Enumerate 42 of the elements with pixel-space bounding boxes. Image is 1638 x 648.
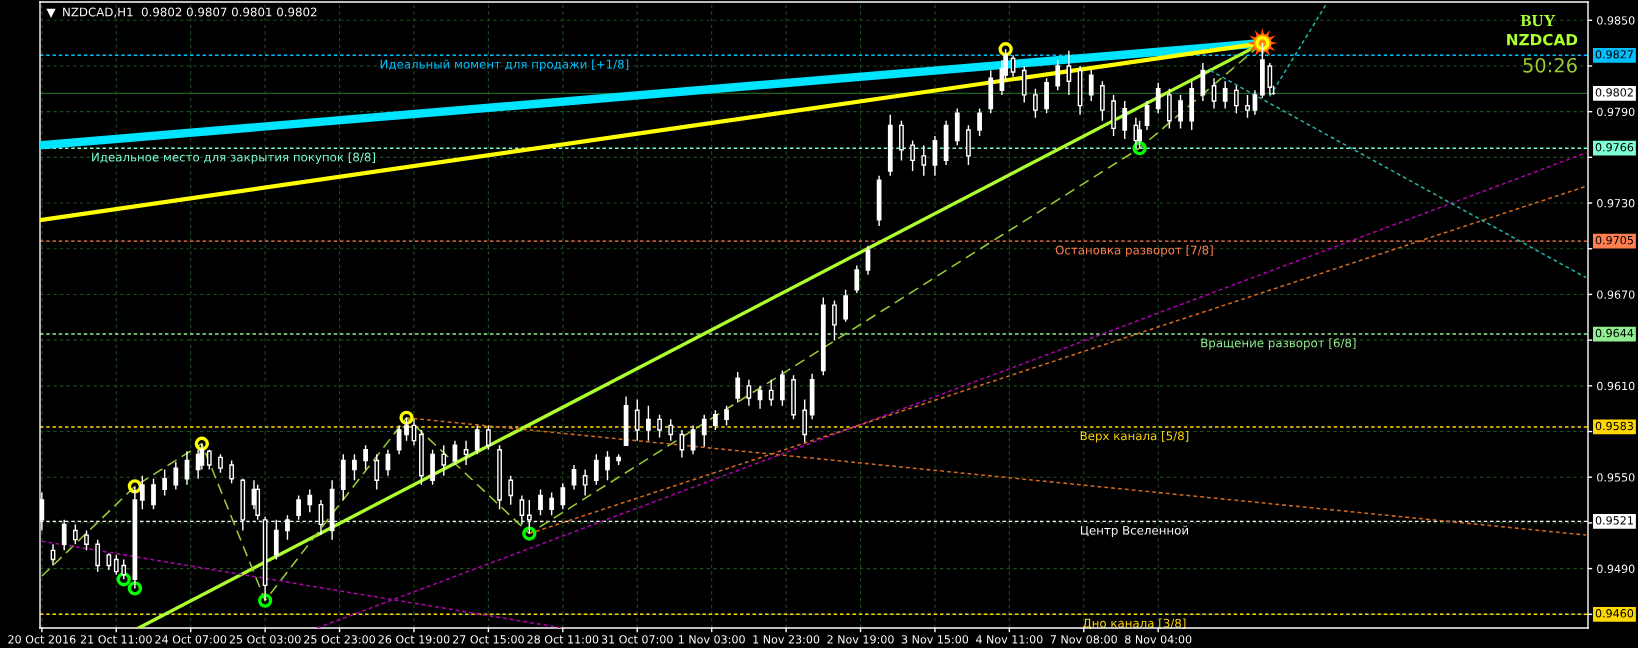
y-tick-label: 0.9550 bbox=[1597, 473, 1635, 482]
x-tick-label: 26 Oct 19:00 bbox=[378, 635, 450, 644]
y-tick-label: 0.9790 bbox=[1597, 107, 1635, 117]
ref-line-label: 0.9802 bbox=[1595, 88, 1633, 97]
ref-line-label: 0.9705 bbox=[1595, 235, 1633, 245]
y-tick-label: 0.9610 bbox=[1597, 381, 1635, 391]
x-tick-label: 3 Nov 15:00 bbox=[901, 635, 969, 644]
annotation: Остановка разворот [7/8] bbox=[1055, 245, 1213, 257]
x-tick-label: 24 Oct 07:00 bbox=[155, 635, 227, 644]
x-tick-label: 8 Nov 04:00 bbox=[1125, 635, 1192, 644]
y-tick-label: 0.9730 bbox=[1597, 199, 1635, 208]
x-tick-label: 20 Oct 2016 bbox=[8, 635, 76, 644]
x-tick-label: 4 Nov 11:00 bbox=[975, 635, 1043, 644]
annotation: BUY bbox=[1520, 15, 1556, 27]
ref-line-label: 0.9644 bbox=[1595, 328, 1634, 338]
x-tick-label: 28 Oct 11:00 bbox=[527, 635, 599, 644]
x-tick-label: 25 Oct 03:00 bbox=[229, 635, 301, 644]
ref-line-label: 0.9460 bbox=[1595, 609, 1634, 618]
annotation: Дно канала [3/8] bbox=[1083, 618, 1186, 630]
annotation: Верх канала [5/8] bbox=[1080, 431, 1189, 443]
y-tick-label: 0.9490 bbox=[1597, 564, 1635, 573]
ref-line-label: 0.9766 bbox=[1595, 143, 1634, 152]
x-tick-label: 2 Nov 19:00 bbox=[827, 635, 894, 644]
annotation: Идеальный момент для продажи [+1/8] bbox=[380, 59, 629, 71]
annotation: Идеальное место для закрытия покупок [8/8] bbox=[92, 152, 375, 164]
chart-title: NZDCAD,H1 0.9802 0.9807 0.9801 0.9802 bbox=[63, 7, 317, 18]
ref-line-label: 0.9827 bbox=[1595, 50, 1633, 59]
ref-line-label: 0.9583 bbox=[1595, 421, 1633, 431]
x-tick-label: 27 Oct 15:00 bbox=[453, 635, 524, 644]
ref-line-label: 0.9521 bbox=[1595, 516, 1633, 525]
x-tick-label: 1 Nov 03:00 bbox=[678, 635, 745, 644]
x-tick-label: 1 Nov 23:00 bbox=[753, 635, 820, 644]
annotation: Центр Вселенной bbox=[1080, 525, 1188, 537]
annotation: 50:26 bbox=[1523, 57, 1577, 73]
x-tick-label: 7 Nov 08:00 bbox=[1050, 635, 1117, 644]
x-tick-label: 25 Oct 23:00 bbox=[304, 635, 376, 644]
x-tick-label: 31 Oct 07:00 bbox=[601, 635, 673, 644]
annotation: NZDCAD bbox=[1507, 33, 1578, 46]
y-tick-label: 0.9670 bbox=[1597, 290, 1635, 299]
y-tick-label: 0.9850 bbox=[1597, 16, 1635, 25]
annotation: Вращение разворот [6/8] bbox=[1201, 338, 1356, 350]
x-tick-label: 21 Oct 11:00 bbox=[80, 635, 152, 644]
